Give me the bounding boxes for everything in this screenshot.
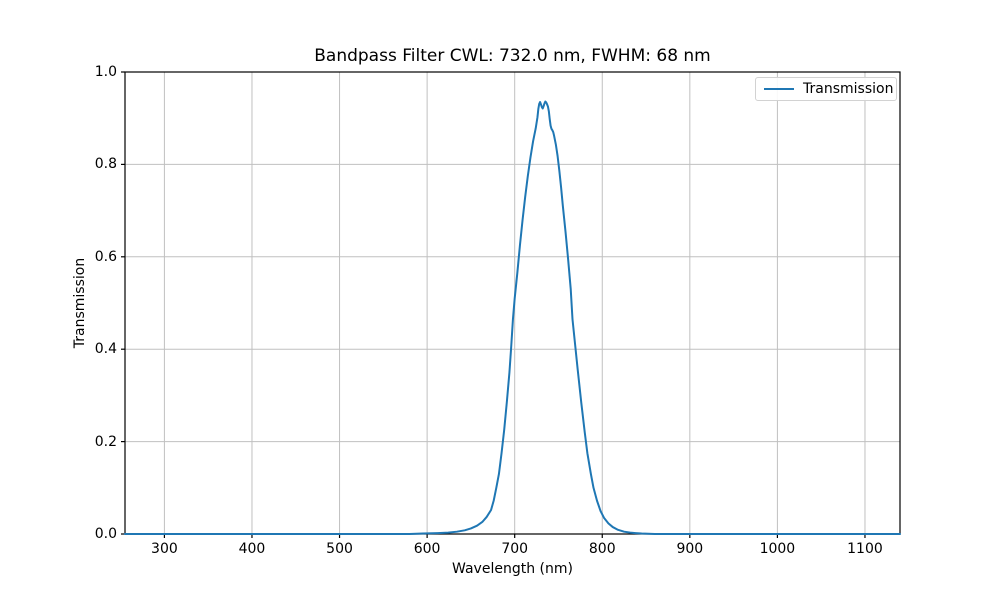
- series-line-transmission: [124, 100, 901, 535]
- y-tick-label: 0.6: [94, 248, 117, 265]
- chart-title: Bandpass Filter CWL: 732.0 nm, FWHM: 68 …: [314, 46, 711, 66]
- legend: Transmission: [755, 77, 897, 101]
- x-tick-label: 500: [326, 541, 353, 557]
- y-tick-label: 0.4: [94, 341, 117, 358]
- legend-line-sample: [764, 88, 794, 90]
- x-tick-label: 600: [413, 541, 441, 557]
- y-tick-label: 0.0: [94, 526, 117, 542]
- x-tick-label: 300: [151, 541, 178, 557]
- x-tick-label: 400: [238, 541, 266, 557]
- x-axis-label: Wavelength (nm): [452, 561, 573, 577]
- legend-label: Transmission: [803, 81, 894, 97]
- x-tick-label: 1000: [759, 541, 796, 557]
- x-tick-label: 900: [676, 541, 704, 557]
- plot-border: [124, 71, 901, 535]
- x-tick-label: 700: [501, 541, 529, 557]
- x-tick-label: 1100: [847, 541, 883, 557]
- y-tick-label: 0.2: [94, 433, 117, 450]
- y-tick-label: 0.8: [94, 156, 117, 173]
- x-tick-label: 800: [588, 541, 616, 557]
- y-axis-label: Transmission: [72, 257, 88, 349]
- y-tick-label: 1.0: [94, 64, 117, 80]
